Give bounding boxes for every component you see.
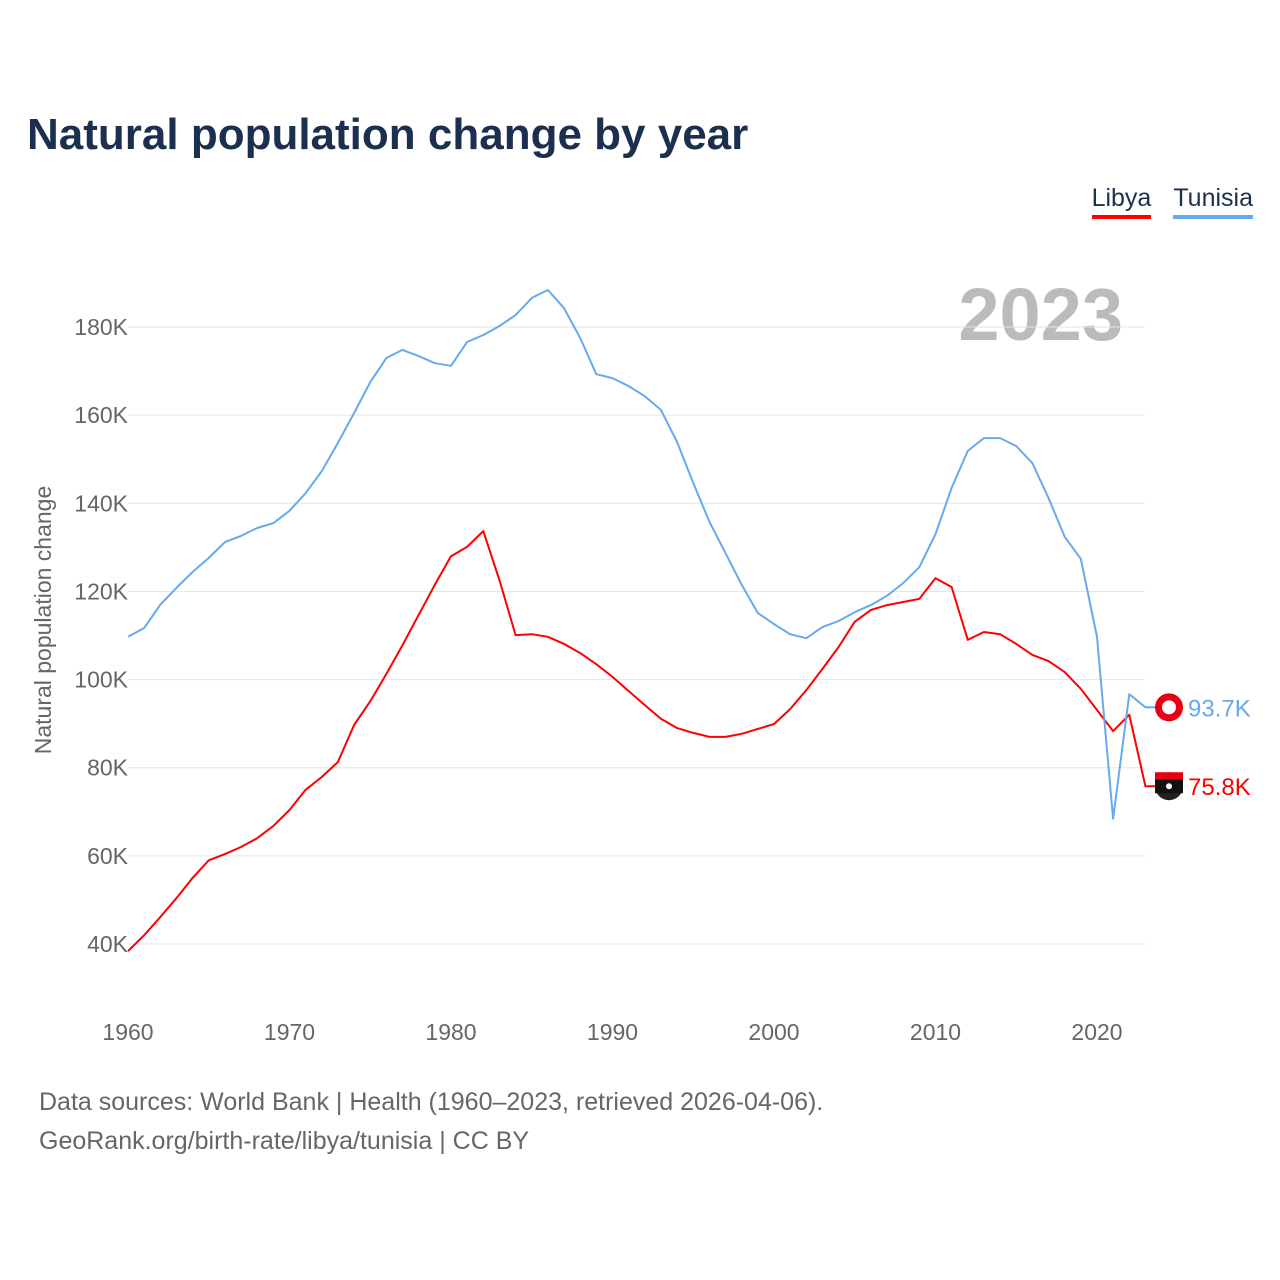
year-label: 2023	[958, 273, 1123, 356]
series-line-tunisia	[127, 289, 1158, 820]
y-tick-label: 80K	[87, 755, 129, 781]
y-tick-label: 140K	[74, 490, 128, 516]
legend-item-tunisia[interactable]: Tunisia	[1173, 184, 1253, 219]
series-line-libya	[127, 530, 1158, 952]
y-tick-label: 120K	[74, 578, 128, 604]
legend-item-libya[interactable]: Libya	[1091, 184, 1152, 219]
footer-link[interactable]: GeoRank.org/birth-rate/libya/tunisia | C…	[39, 1127, 530, 1155]
x-tick-label: 1990	[587, 1019, 638, 1045]
footer-source: Data sources: World Bank | Health (1960–…	[39, 1088, 824, 1116]
x-tick-label: 2000	[748, 1019, 799, 1045]
end-value-label-libya: 75.8K	[1188, 774, 1251, 801]
y-tick-label: 40K	[87, 931, 129, 957]
x-tick-label: 2010	[910, 1019, 961, 1045]
end-value-label-tunisia: 93.7K	[1188, 695, 1251, 722]
legend: Libya Tunisia	[1091, 184, 1253, 219]
x-tick-label: 2020	[1071, 1019, 1122, 1045]
flag-band	[1155, 772, 1183, 780]
y-tick-label: 160K	[74, 402, 128, 428]
flag-emblem	[1166, 783, 1172, 790]
chart-title: Natural population change by year	[27, 110, 749, 159]
x-tick-label: 1980	[425, 1019, 476, 1045]
x-tick-label: 1960	[102, 1019, 153, 1045]
x-tick-label: 1970	[264, 1019, 315, 1045]
flag-emblem	[1162, 700, 1176, 715]
y-tick-label: 100K	[74, 667, 128, 693]
y-tick-label: 60K	[87, 843, 129, 869]
y-axis-label: Natural population change	[30, 486, 56, 755]
y-tick-label: 180K	[74, 314, 128, 340]
